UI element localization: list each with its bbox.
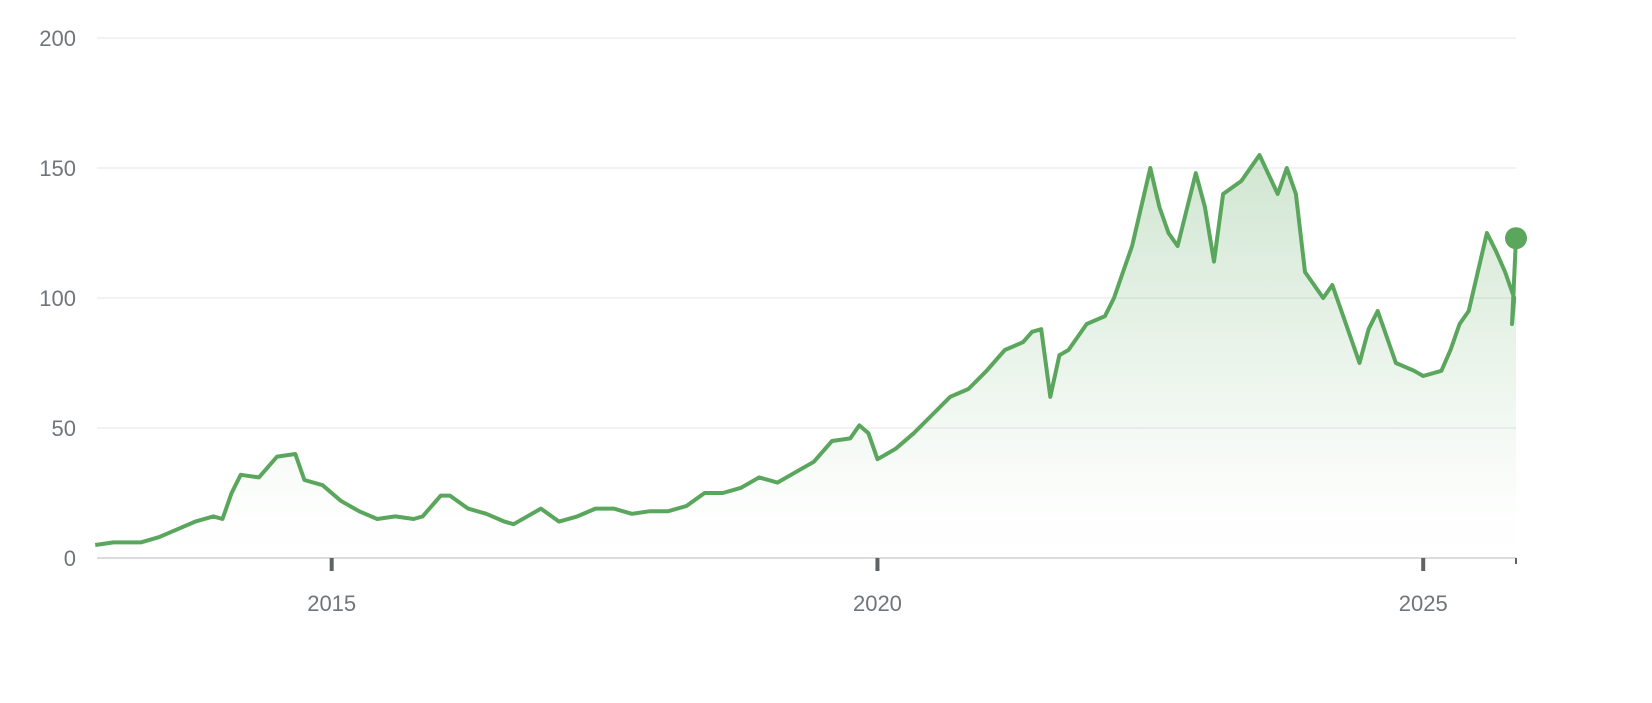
x-tick-label: 2020 [853,591,902,616]
y-axis: 0 50 100 150 200 [39,26,76,571]
price-area-fill [95,155,1516,558]
y-tick-label: 100 [39,286,76,311]
x-tick-label: 2025 [1399,591,1448,616]
last-price-marker[interactable] [1505,227,1527,250]
y-tick-label: 50 [52,416,76,441]
price-line [94,153,1518,547]
y-tick-label: 150 [39,156,76,181]
x-tick-label: 2015 [307,591,356,616]
y-tick-label: 200 [39,26,76,51]
x-axis: 2015 2020 2025 [307,558,1517,616]
y-tick-label: 0 [64,546,76,571]
